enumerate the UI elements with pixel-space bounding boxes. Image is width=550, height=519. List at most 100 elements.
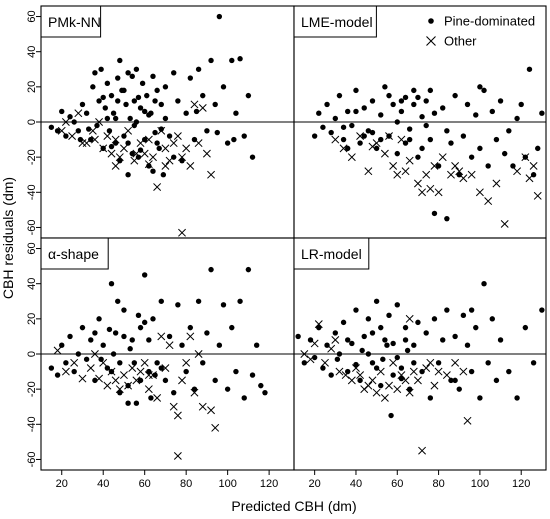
pine-dominated-point	[71, 368, 77, 375]
pine-dominated-point	[320, 124, 326, 130]
other-point	[136, 139, 145, 148]
pine-dominated-point	[384, 342, 390, 348]
other-point	[422, 170, 431, 179]
pine-dominated-point	[431, 110, 438, 116]
pine-dominated-point	[83, 356, 90, 362]
pine-dominated-point	[152, 129, 158, 136]
panel-title: α-shape	[40, 237, 109, 270]
pine-dominated-point	[485, 360, 491, 366]
y-tick-label: 40	[26, 278, 38, 290]
pine-dominated-point	[411, 101, 417, 108]
pine-dominated-point	[106, 128, 113, 134]
other-point	[389, 358, 398, 367]
pine-dominated-point	[121, 87, 127, 94]
pine-dominated-point	[233, 368, 239, 375]
y-axis-ticks: -60 -40 -20 0 20 40 60 -60 -40 -20 0 20 40 60	[26, 10, 41, 467]
other-point	[173, 411, 182, 420]
pine-dominated-point	[386, 312, 392, 319]
pine-dominated-point	[440, 337, 446, 343]
pine-dominated-point	[464, 101, 471, 108]
other-point	[335, 367, 344, 376]
legend-other-label: Other	[444, 34, 477, 49]
x-tick-label: 100	[218, 478, 236, 490]
pine-dominated-point	[452, 377, 458, 384]
pine-dominated-point	[100, 94, 106, 101]
pine-dominated-point	[212, 101, 218, 108]
other-point	[397, 135, 406, 144]
other-point	[463, 416, 472, 425]
other-point	[124, 126, 133, 135]
pine-dominated-point	[345, 108, 351, 115]
other-point	[347, 376, 356, 385]
pine-dominated-point	[125, 70, 131, 76]
legend-other-marker	[426, 36, 436, 46]
x-tick-label: 80	[432, 478, 444, 490]
other-point	[364, 167, 373, 176]
pine-dominated-point	[477, 84, 483, 90]
other-point	[149, 153, 157, 162]
pine-dominated-point	[394, 302, 400, 308]
pine-dominated-point	[415, 94, 421, 101]
other-point	[103, 132, 112, 141]
y-tick-label: 0	[26, 119, 38, 125]
pine-dominated-point	[349, 340, 355, 347]
pine-dominated-point	[106, 326, 113, 333]
pine-dominated-point	[423, 330, 429, 336]
pine-dominated-point	[390, 372, 396, 378]
pine-dominated-point	[92, 330, 98, 336]
pine-dominated-point	[398, 365, 405, 371]
pine-dominated-point	[150, 316, 156, 322]
other-point	[53, 346, 62, 355]
other-point	[115, 385, 124, 394]
other-point	[434, 188, 443, 197]
pine-dominated-point	[357, 377, 363, 384]
other-point	[492, 179, 501, 188]
pine-dominated-point	[179, 157, 185, 164]
pine-dominated-point	[398, 108, 405, 115]
y-tick-label: -20	[26, 149, 38, 165]
other-point	[88, 126, 97, 135]
pine-dominated-point	[373, 298, 380, 304]
other-point	[393, 170, 402, 179]
pine-dominated-point	[220, 302, 227, 308]
other-point	[111, 135, 120, 144]
pine-dominated-point	[448, 377, 454, 384]
pine-dominated-point	[340, 124, 347, 130]
pine-dominated-point	[249, 154, 256, 160]
pine-dominated-point	[224, 386, 231, 392]
other-point	[405, 156, 414, 165]
other-point	[90, 350, 99, 358]
pine-dominated-point	[369, 360, 376, 366]
other-point	[144, 160, 153, 169]
x-tick-label: 120	[512, 478, 530, 490]
pine-dominated-point	[489, 316, 495, 322]
pine-dominated-point	[139, 80, 146, 87]
pine-dominated-point	[193, 108, 200, 115]
x-tick-label: 60	[139, 478, 151, 490]
other-point	[418, 446, 427, 455]
pine-dominated-point	[380, 356, 386, 362]
pine-dominated-point	[357, 140, 363, 146]
pine-dominated-point	[117, 57, 123, 64]
pine-dominated-point	[148, 395, 154, 401]
other-point	[418, 188, 427, 197]
pine-dominated-point	[233, 110, 239, 116]
pine-dominated-point	[129, 73, 135, 80]
other-point	[74, 109, 83, 118]
pine-dominated-point	[63, 133, 69, 139]
pine-dominated-point	[402, 337, 409, 343]
pine-dominated-point	[493, 136, 500, 143]
other-point	[321, 358, 329, 367]
other-point	[178, 376, 186, 385]
pine-dominated-point	[200, 92, 206, 99]
pine-dominated-point	[378, 112, 384, 118]
pine-dominated-point	[390, 340, 396, 347]
pine-dominated-point	[220, 84, 227, 90]
pine-dominated-point	[88, 337, 94, 343]
y-tick-label: -60	[26, 452, 38, 468]
other-point	[475, 188, 484, 197]
pine-dominated-point	[378, 382, 384, 389]
other-point	[95, 374, 104, 383]
pine-dominated-point	[444, 128, 450, 134]
